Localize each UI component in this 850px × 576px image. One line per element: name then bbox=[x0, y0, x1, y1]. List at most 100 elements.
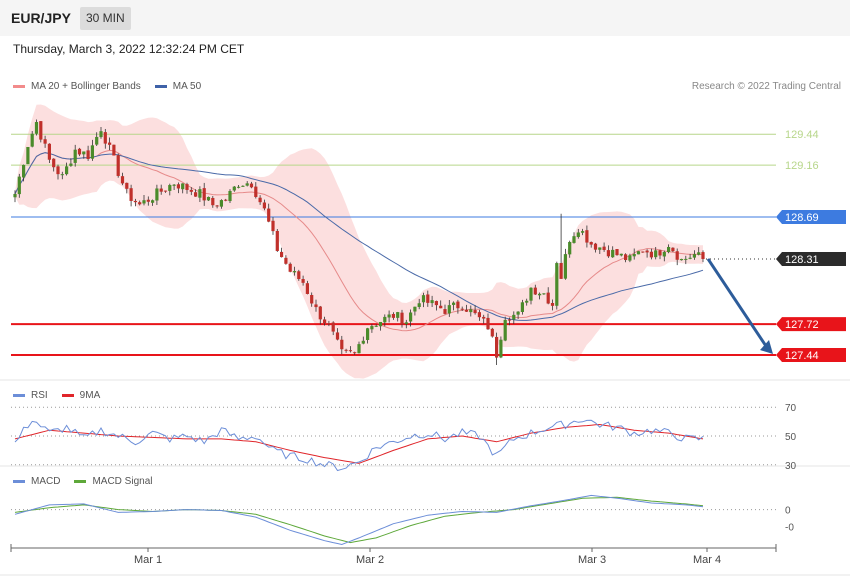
bull-candle bbox=[662, 251, 666, 257]
bull-candle bbox=[60, 174, 64, 176]
bear-candle bbox=[456, 301, 460, 309]
bull-candle bbox=[576, 232, 580, 237]
bear-candle bbox=[340, 339, 344, 350]
rsi-legend: RSI 9MA bbox=[13, 390, 114, 401]
bear-candle bbox=[318, 306, 322, 320]
bear-candle bbox=[327, 323, 331, 325]
bear-candle bbox=[477, 312, 481, 318]
bear-candle bbox=[400, 312, 404, 325]
bull-candle bbox=[555, 263, 559, 306]
bear-candle bbox=[108, 142, 112, 145]
bull-candle bbox=[198, 189, 202, 198]
level-label: 127.72 bbox=[785, 319, 819, 331]
rsi-tick: 30 bbox=[785, 461, 797, 472]
bull-candle bbox=[99, 131, 103, 138]
bear-candle bbox=[77, 148, 82, 155]
candles bbox=[13, 119, 705, 365]
bull-candle bbox=[667, 246, 671, 253]
ma20-line bbox=[14, 149, 704, 332]
interval-button[interactable]: 30 MIN bbox=[80, 7, 131, 30]
x-tick-label: Mar 2 bbox=[356, 554, 384, 566]
bear-candle bbox=[533, 287, 537, 295]
bear-candle bbox=[194, 192, 198, 197]
macd-tick: -0 bbox=[785, 523, 794, 534]
forecast-arrow-head bbox=[760, 340, 773, 355]
bull-candle bbox=[632, 254, 636, 257]
bull-candle bbox=[499, 339, 503, 358]
bear-candle bbox=[189, 189, 193, 192]
bear-candle bbox=[353, 352, 357, 354]
bear-candle bbox=[585, 230, 589, 243]
bear-candle bbox=[443, 309, 447, 314]
bull-candle bbox=[452, 302, 456, 305]
bull-candle bbox=[69, 163, 73, 166]
macd-signal-line bbox=[14, 496, 704, 544]
bull-candle bbox=[692, 254, 696, 258]
bull-candle bbox=[206, 196, 211, 201]
bull-candle bbox=[469, 309, 473, 313]
bull-candle bbox=[65, 166, 69, 175]
rsi-ma-line bbox=[14, 423, 704, 464]
bull-candle bbox=[525, 300, 529, 303]
bull-candle bbox=[22, 164, 26, 178]
bear-candle bbox=[86, 150, 90, 159]
bear-candle bbox=[52, 158, 56, 168]
macd-signal-legend-label: MACD Signal bbox=[92, 476, 153, 487]
bull-candle bbox=[30, 133, 34, 147]
ma50-legend-label: MA 50 bbox=[172, 81, 202, 92]
bear-candle bbox=[426, 294, 430, 303]
bear-candle bbox=[495, 336, 499, 358]
bull-candle bbox=[404, 322, 408, 325]
bear-candle bbox=[482, 316, 486, 319]
forecast-arrow bbox=[706, 258, 768, 347]
bull-candle bbox=[684, 258, 688, 260]
bear-candle bbox=[675, 251, 679, 260]
bear-candle bbox=[615, 249, 619, 256]
bull-candle bbox=[383, 316, 387, 323]
bear-candle bbox=[701, 252, 705, 259]
bear-candle bbox=[550, 302, 555, 306]
bull-candle bbox=[370, 326, 374, 330]
bear-candle bbox=[112, 144, 116, 156]
bear-candle bbox=[473, 310, 477, 314]
bear-candle bbox=[589, 242, 593, 245]
ma20-legend-label: MA 20 + Bollinger Bands bbox=[31, 81, 141, 92]
symbol-title: EUR/JPY bbox=[11, 10, 71, 26]
bull-candle bbox=[155, 188, 159, 201]
bear-candle bbox=[211, 197, 215, 206]
bull-candle bbox=[516, 311, 520, 315]
x-tick-label: Mar 1 bbox=[134, 554, 162, 566]
bear-candle bbox=[138, 202, 142, 205]
bear-candle bbox=[215, 205, 219, 207]
macd-signal-legend-swatch bbox=[74, 480, 87, 483]
bear-candle bbox=[56, 166, 60, 175]
support-level-tag bbox=[776, 317, 846, 332]
bull-candle bbox=[611, 249, 615, 258]
macd-tick: 0 bbox=[785, 506, 791, 517]
bull-candle bbox=[568, 242, 572, 255]
bear-candle bbox=[301, 279, 305, 283]
bear-candle bbox=[348, 350, 352, 352]
bear-candle bbox=[335, 332, 340, 340]
bull-candle bbox=[366, 328, 370, 340]
bear-candle bbox=[275, 230, 279, 251]
bull-candle bbox=[697, 252, 701, 255]
bear-candle bbox=[116, 155, 120, 176]
bear-candle bbox=[267, 208, 271, 222]
bull-candle bbox=[378, 321, 383, 327]
bull-candle bbox=[228, 190, 232, 202]
bull-candle bbox=[361, 340, 365, 344]
bull-candle bbox=[34, 122, 39, 134]
bear-candle bbox=[464, 309, 469, 312]
bear-candle bbox=[439, 305, 443, 309]
bull-candle bbox=[512, 314, 516, 320]
bear-candle bbox=[297, 271, 301, 280]
bull-candle bbox=[538, 293, 542, 296]
bull-candle bbox=[598, 247, 602, 250]
bear-candle bbox=[559, 262, 563, 279]
bull-candle bbox=[357, 344, 361, 354]
bull-candle bbox=[581, 231, 585, 233]
bear-candle bbox=[434, 301, 438, 306]
bear-candle bbox=[671, 247, 675, 252]
bear-candle bbox=[125, 182, 129, 189]
